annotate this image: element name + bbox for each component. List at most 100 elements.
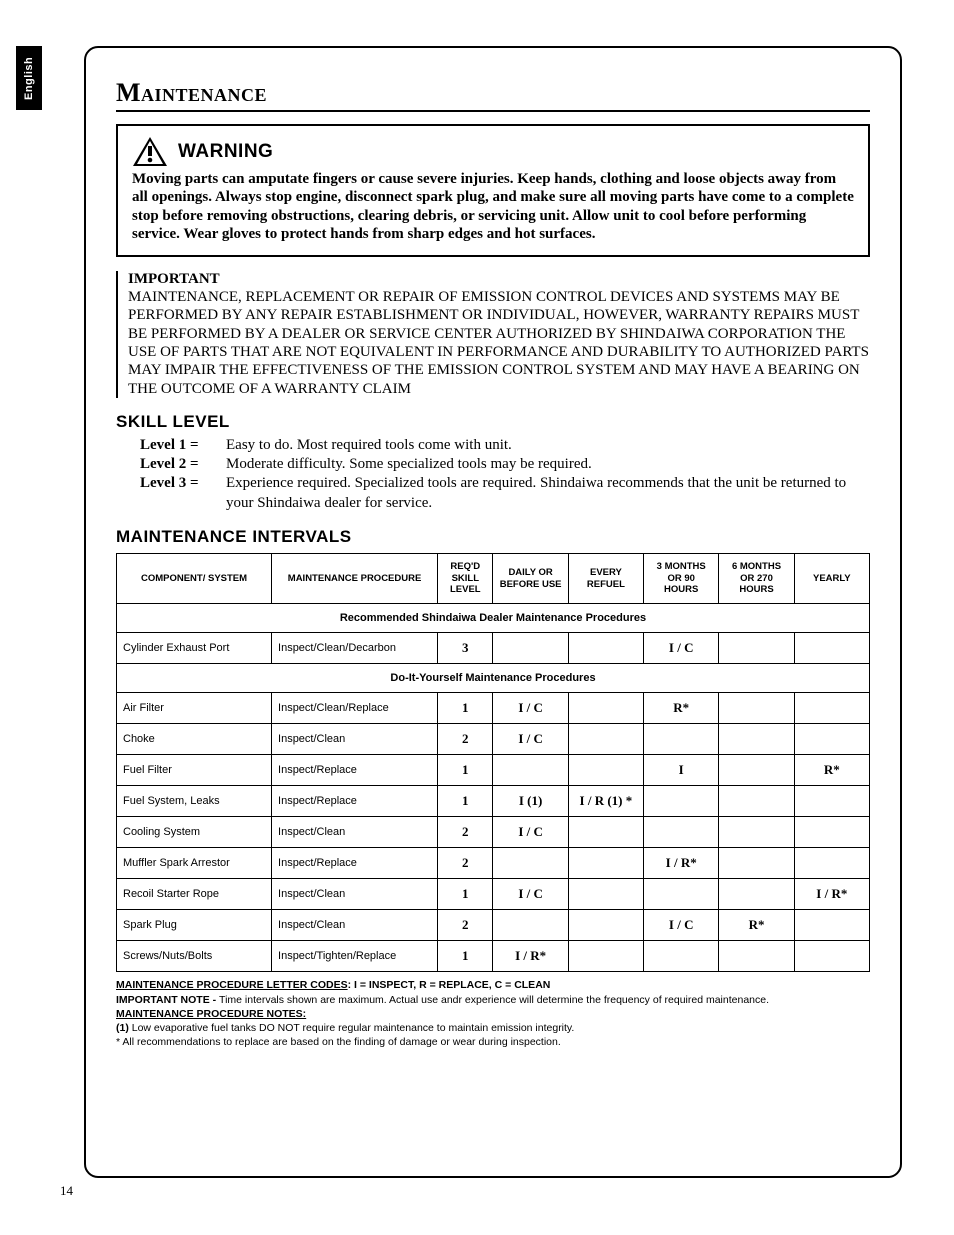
skill-desc: Experience required. Specialized tools a… [226,474,870,512]
table-row: Cylinder Exhaust PortInspect/Clean/Decar… [117,633,870,664]
skill-row: Level 2 = Moderate difficulty. Some spec… [140,455,870,474]
page-title: Maintenance [116,78,870,112]
skill-cell: 2 [438,817,493,848]
warning-box: WARNING Moving parts can amputate finger… [116,124,870,257]
important-note-text: Time intervals shown are maximum. Actual… [219,994,769,1006]
interval-cell: I / R* [794,879,869,910]
interval-cell [794,693,869,724]
skill-cell: 1 [438,786,493,817]
table-row: Spark PlugInspect/Clean2I / CR* [117,910,870,941]
interval-cell [568,817,643,848]
interval-cell [794,633,869,664]
component-cell: Spark Plug [117,910,272,941]
skill-cell: 1 [438,879,493,910]
interval-cell [644,724,719,755]
interval-cell: R* [644,693,719,724]
component-cell: Recoil Starter Rope [117,879,272,910]
procedure-cell: Inspect/Clean [272,910,438,941]
skill-cell: 1 [438,755,493,786]
interval-cell [644,879,719,910]
col-header: YEARLY [794,553,869,604]
table-section-row: Recommended Shindaiwa Dealer Maintenance… [117,604,870,633]
skill-desc: Easy to do. Most required tools come wit… [226,436,870,455]
interval-cell: I / C [493,879,568,910]
component-cell: Cooling System [117,817,272,848]
interval-cell: I / R* [644,848,719,879]
important-box: IMPORTANT MAINTENANCE, REPLACEMENT OR RE… [116,271,870,398]
maintenance-table: COMPONENT/ SYSTEM MAINTENANCE PROCEDURE … [116,553,870,973]
component-cell: Choke [117,724,272,755]
col-header: DAILY OR BEFORE USE [493,553,568,604]
skill-label: Level 2 = [140,455,226,474]
interval-cell [794,817,869,848]
page-number: 14 [60,1183,73,1199]
page-frame: Maintenance WARNING Moving parts can amp… [84,46,902,1178]
interval-cell [644,786,719,817]
interval-cell [644,941,719,972]
table-row: Muffler Spark ArrestorInspect/Replace2I … [117,848,870,879]
interval-cell [493,848,568,879]
interval-cell [568,633,643,664]
interval-cell: I / C [493,693,568,724]
interval-cell [719,941,794,972]
important-text: MAINTENANCE, REPLACEMENT OR REPAIR OF EM… [128,288,870,398]
col-header: EVERY REFUEL [568,553,643,604]
interval-cell [568,879,643,910]
interval-cell: I / C [493,724,568,755]
interval-cell: R* [794,755,869,786]
skill-label: Level 3 = [140,474,226,512]
component-cell: Fuel Filter [117,755,272,786]
interval-cell: I / C [493,817,568,848]
interval-cell [493,755,568,786]
skill-row: Level 1 = Easy to do. Most required tool… [140,436,870,455]
interval-cell [719,755,794,786]
table-body: Recommended Shindaiwa Dealer Maintenance… [117,604,870,972]
procedure-cell: Inspect/Clean [272,817,438,848]
warning-label: WARNING [178,141,273,163]
col-header: COMPONENT/ SYSTEM [117,553,272,604]
table-row: Cooling SystemInspect/Clean2I / C [117,817,870,848]
interval-cell: I (1) [493,786,568,817]
table-row: Fuel System, LeaksInspect/Replace1I (1)I… [117,786,870,817]
skill-cell: 2 [438,724,493,755]
interval-cell: I / C [644,633,719,664]
interval-cell [794,848,869,879]
skill-label: Level 1 = [140,436,226,455]
interval-cell [644,817,719,848]
codes-label: MAINTENANCE PROCEDURE LETTER CODES [116,979,348,991]
warning-icon [132,136,168,168]
interval-cell [719,879,794,910]
note1-label: (1) [116,1022,132,1034]
interval-cell [493,633,568,664]
component-cell: Cylinder Exhaust Port [117,633,272,664]
table-header-row: COMPONENT/ SYSTEM MAINTENANCE PROCEDURE … [117,553,870,604]
interval-cell [493,910,568,941]
skill-level-list: Level 1 = Easy to do. Most required tool… [140,436,870,513]
skill-row: Level 3 = Experience required. Specializ… [140,474,870,512]
interval-cell [719,848,794,879]
important-note-label: IMPORTANT NOTE - [116,994,219,1006]
interval-cell [794,786,869,817]
col-header: 6 MONTHS OR 270 HOURS [719,553,794,604]
procedure-cell: Inspect/Tighten/Replace [272,941,438,972]
interval-cell [794,724,869,755]
table-row: Screws/Nuts/BoltsInspect/Tighten/Replace… [117,941,870,972]
skill-cell: 2 [438,848,493,879]
notes-block: MAINTENANCE PROCEDURE LETTER CODES: I = … [116,978,870,1049]
procedure-cell: Inspect/Clean/Decarbon [272,633,438,664]
codes-text: : I = INSPECT, R = REPLACE, C = CLEAN [348,979,551,991]
warning-text: Moving parts can amputate fingers or cau… [132,170,854,243]
procedure-cell: Inspect/Clean [272,724,438,755]
note2-text: * All recommendations to replace are bas… [116,1035,870,1049]
interval-cell [568,848,643,879]
col-header: 3 MONTHS OR 90 HOURS [644,553,719,604]
component-cell: Air Filter [117,693,272,724]
interval-cell: I / C [644,910,719,941]
skill-cell: 3 [438,633,493,664]
interval-cell: I / R (1) * [568,786,643,817]
table-row: Recoil Starter RopeInspect/Clean1I / CI … [117,879,870,910]
component-cell: Fuel System, Leaks [117,786,272,817]
table-row: Air FilterInspect/Clean/Replace1I / CR* [117,693,870,724]
interval-cell [719,693,794,724]
skill-cell: 2 [438,910,493,941]
